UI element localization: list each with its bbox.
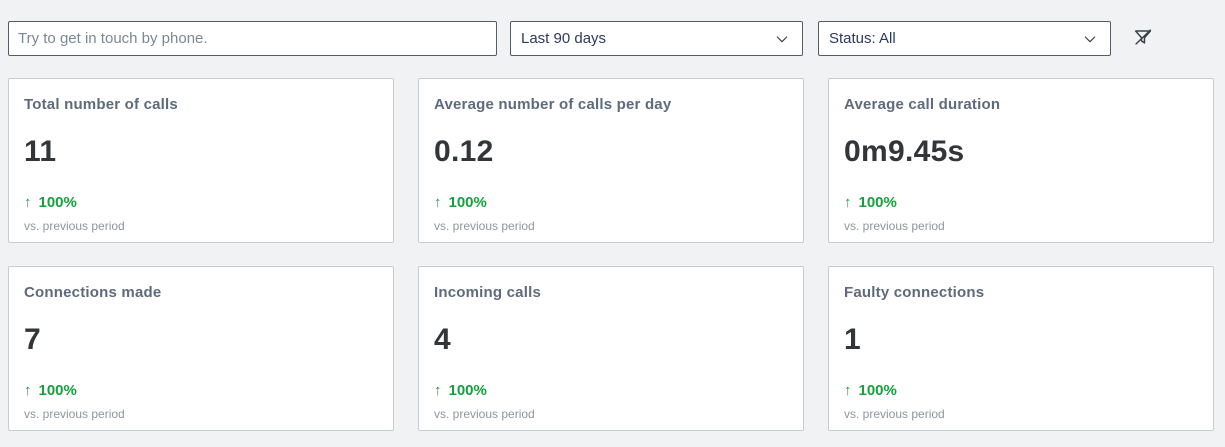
stat-comparison: vs. previous period (24, 219, 125, 233)
stats-grid: Total number of calls 11 ↑ 100% vs. prev… (0, 56, 1225, 431)
filter-off-icon (1132, 26, 1154, 51)
stat-trend: ↑ 100% (24, 195, 378, 211)
stat-title: Average number of calls per day (434, 96, 672, 113)
stat-change: 100% (448, 194, 487, 211)
stat-comparison: vs. previous period (24, 407, 125, 421)
stat-change: 100% (448, 382, 487, 399)
stat-title: Connections made (24, 284, 162, 301)
arrow-up-icon: ↑ (844, 382, 852, 399)
stat-trend: ↑ 100% (24, 383, 378, 399)
stat-change: 100% (858, 382, 897, 399)
stat-title: Average call duration (844, 96, 1001, 113)
stat-change: 100% (38, 194, 77, 211)
chevron-down-icon (774, 31, 790, 47)
stat-comparison: vs. previous period (434, 219, 535, 233)
stat-card-connections-made: Connections made 7 ↑ 100% vs. previous p… (8, 266, 394, 431)
stat-value: 0m9.45s (844, 135, 965, 168)
filter-bar: Last 90 days Status: All (0, 0, 1225, 56)
chevron-down-icon (1082, 31, 1098, 47)
stat-title: Total number of calls (24, 96, 178, 113)
stat-trend: ↑ 100% (434, 383, 788, 399)
arrow-up-icon: ↑ (24, 382, 32, 399)
arrow-up-icon: ↑ (434, 382, 442, 399)
date-range-value: Last 90 days (521, 30, 607, 47)
stat-value: 1 (844, 323, 861, 356)
stat-card-incoming-calls: Incoming calls 4 ↑ 100% vs. previous per… (418, 266, 804, 431)
stat-comparison: vs. previous period (434, 407, 535, 421)
status-value: Status: All (829, 30, 896, 47)
clear-filters-button[interactable] (1128, 24, 1158, 54)
stat-trend: ↑ 100% (844, 383, 1198, 399)
stat-title: Incoming calls (434, 284, 541, 301)
stat-value: 7 (24, 323, 41, 356)
date-range-select[interactable]: Last 90 days (510, 21, 803, 56)
status-select[interactable]: Status: All (818, 21, 1111, 56)
stat-change: 100% (38, 382, 77, 399)
stat-trend: ↑ 100% (434, 195, 788, 211)
stat-comparison: vs. previous period (844, 219, 945, 233)
stat-value: 11 (24, 135, 57, 168)
stat-card-faulty-connections: Faulty connections 1 ↑ 100% vs. previous… (828, 266, 1214, 431)
stat-value: 0.12 (434, 135, 494, 168)
stat-trend: ↑ 100% (844, 195, 1198, 211)
stat-value: 4 (434, 323, 451, 356)
stat-change: 100% (858, 194, 897, 211)
stat-card-avg-call-duration: Average call duration 0m9.45s ↑ 100% vs.… (828, 78, 1214, 243)
stat-comparison: vs. previous period (844, 407, 945, 421)
stat-title: Faulty connections (844, 284, 985, 301)
arrow-up-icon: ↑ (24, 194, 32, 211)
search-input[interactable] (8, 21, 497, 56)
stat-card-avg-calls-per-day: Average number of calls per day 0.12 ↑ 1… (418, 78, 804, 243)
arrow-up-icon: ↑ (434, 194, 442, 211)
arrow-up-icon: ↑ (844, 194, 852, 211)
stat-card-total-calls: Total number of calls 11 ↑ 100% vs. prev… (8, 78, 394, 243)
